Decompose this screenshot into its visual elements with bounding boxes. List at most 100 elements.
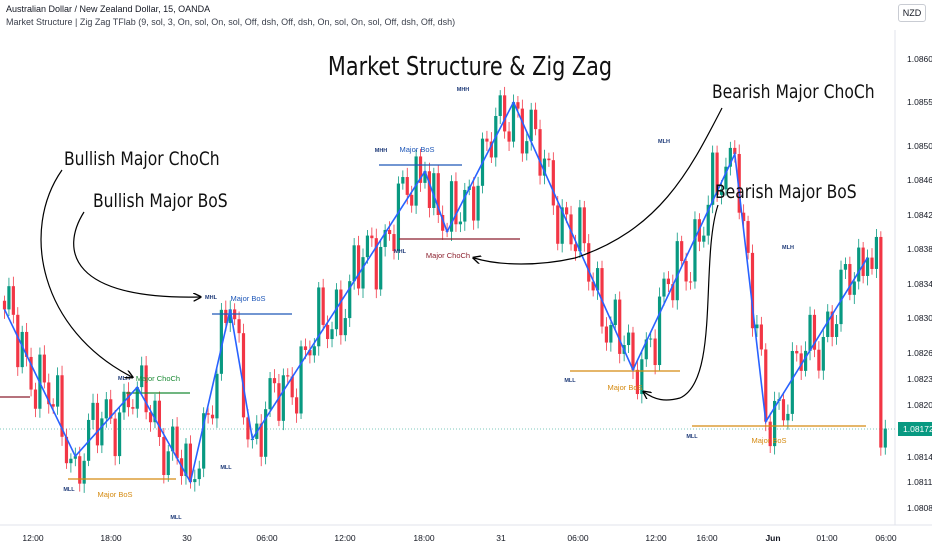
candle-body (879, 236, 883, 448)
structure-label: Major ChoCh (426, 251, 470, 260)
candle-body (224, 309, 228, 323)
pivot-label: MHL (394, 249, 407, 255)
candle-body (476, 185, 480, 221)
candle-body (325, 324, 330, 340)
candle-body (516, 102, 520, 109)
candle-body (525, 141, 529, 154)
candle-body (312, 346, 316, 356)
candle-body (808, 314, 812, 351)
candle-body (857, 247, 861, 282)
candle-body (348, 281, 352, 319)
candle-body (472, 186, 476, 221)
pivot-label: MLL (564, 378, 576, 384)
candle-body (157, 400, 162, 438)
currency-button[interactable]: NZD (898, 4, 926, 22)
candle-body (237, 319, 241, 334)
price-tick-label: 1.08550 (907, 97, 932, 107)
pivot-label: MHL (205, 295, 218, 301)
candle-body (162, 437, 166, 476)
candle-body (60, 375, 64, 437)
pivot-label: MLL (63, 487, 75, 493)
candle-body (799, 353, 803, 371)
price-tick-label: 1.08300 (907, 313, 932, 323)
price-tick-label: 1.08380 (907, 244, 932, 254)
candle-body (556, 205, 560, 244)
candle-body (640, 359, 644, 395)
candle-body (843, 264, 848, 270)
candle-body (826, 311, 830, 337)
candle-body (733, 147, 737, 154)
candle-body (277, 383, 281, 421)
annotation-text: Bearish Major BoS (715, 182, 857, 204)
price-tick-label: 1.08200 (907, 400, 932, 410)
candle-body (724, 166, 728, 190)
annotation-arrow (40, 169, 132, 377)
candle-body (786, 413, 790, 421)
price-tick-label: 1.08600 (907, 54, 932, 64)
candle-body (356, 245, 361, 289)
candle-body (737, 153, 741, 213)
structure-label: Major BoS (751, 436, 786, 445)
structure-label: Major BoS (607, 383, 642, 392)
candle-body (184, 443, 188, 477)
structure-label: Major BoS (230, 294, 265, 303)
candle-body (719, 189, 724, 195)
candle-body (883, 428, 887, 448)
candle-body (47, 382, 51, 405)
candle-body (750, 252, 755, 329)
candle-body (463, 189, 467, 222)
candle-body (680, 241, 684, 262)
candle-body (441, 214, 445, 231)
candle-body (166, 451, 170, 476)
indicator-title: Market Structure | Zig Zag TFlab (9, sol… (6, 17, 456, 27)
candle-body (432, 173, 436, 208)
candle-body (383, 229, 387, 247)
pivot-label: MLL (170, 515, 182, 521)
candle-body (396, 183, 401, 252)
candle-body (295, 397, 299, 414)
candle-body (458, 221, 462, 225)
candle-body (206, 413, 210, 415)
candle-body (16, 314, 20, 368)
candle-body (210, 414, 215, 419)
candle-body (91, 402, 95, 420)
pivot-label: MLH (782, 245, 794, 251)
candle-body (20, 331, 24, 368)
candle-body (848, 264, 852, 295)
price-tick-label: 1.08420 (907, 210, 932, 220)
zigzag-line (3, 100, 869, 485)
candle-body (392, 234, 396, 252)
candle-body (852, 281, 856, 295)
candle-body (418, 156, 423, 183)
time-tick-label: 06:00 (256, 533, 278, 543)
time-tick-label: 12:00 (334, 533, 356, 543)
annotation-arrow (73, 211, 200, 297)
candle-body (702, 235, 706, 242)
candle-body (449, 181, 454, 232)
candle-body (781, 399, 786, 421)
candle-body (423, 171, 427, 183)
candle-body (613, 299, 617, 326)
candle-body (281, 375, 285, 421)
candle-body (317, 287, 321, 347)
candle-body (764, 349, 768, 422)
candle-body (268, 378, 272, 410)
time-tick-label: 18:00 (413, 533, 435, 543)
pivot-label: MLL (220, 465, 232, 471)
candle-body (264, 409, 268, 457)
time-tick-label: 06:00 (875, 533, 897, 543)
candle-body (817, 349, 821, 371)
candle-body (604, 326, 609, 343)
candle-body (507, 131, 511, 142)
annotation-text: Bullish Major ChoCh (64, 149, 220, 171)
pivot-label: MLL (686, 434, 698, 440)
candle-body (100, 418, 104, 446)
candle-body (171, 426, 175, 452)
pivot-label: MLH (118, 376, 130, 382)
candle-body (104, 399, 108, 419)
candle-body (485, 138, 489, 142)
time-tick-label: 12:00 (645, 533, 667, 543)
candle-body (631, 332, 635, 370)
candle-body (7, 286, 11, 310)
